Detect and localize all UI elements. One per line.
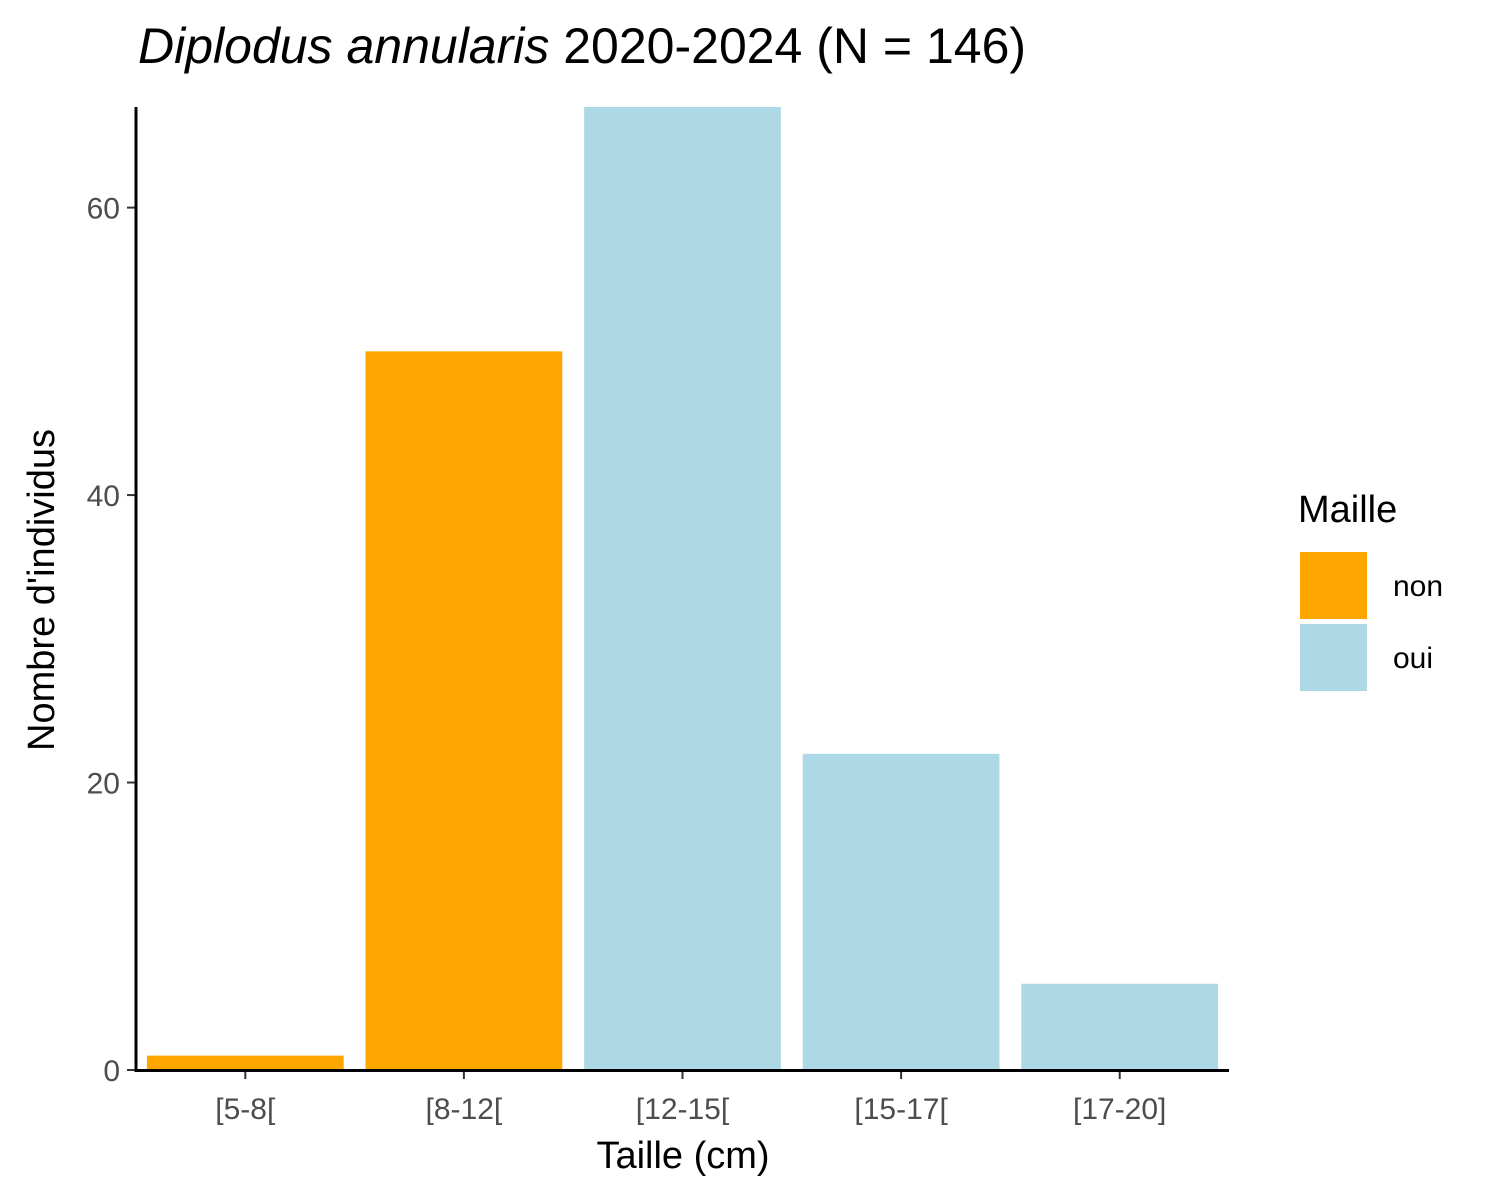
y-tick-label: 20 — [87, 768, 120, 801]
legend-title: Maille — [1298, 489, 1397, 531]
chart-title: Diplodus annularis 2020-2024 (N = 146) — [138, 18, 1026, 74]
legend-items: non oui — [1300, 552, 1443, 691]
bar-[5-8[ — [146, 1055, 344, 1070]
y-tick-label: 0 — [103, 1055, 120, 1088]
x-tick-label: [8-12[ — [426, 1093, 503, 1126]
x-axis-title: Taille (cm) — [596, 1135, 769, 1177]
y-axis-ticks: 0 20 40 60 — [87, 193, 136, 1088]
y-tick-label: 40 — [87, 480, 120, 513]
legend: Maille non oui — [1298, 489, 1443, 691]
chart-title-species: Diplodus annularis — [138, 18, 549, 74]
x-tick-label: [12-15[ — [636, 1093, 730, 1126]
chart-title-period: 2020-2024 (N = 146) — [549, 18, 1026, 74]
bar-[8-12[ — [365, 351, 563, 1071]
legend-key-non — [1300, 552, 1367, 619]
bar-[12-15[ — [584, 107, 781, 1070]
x-axis-ticks: [5-8[ [8-12[ [12-15[ [15-17[ [17-20] — [215, 1070, 1166, 1126]
legend-key-oui — [1300, 624, 1367, 691]
legend-label-oui: oui — [1393, 642, 1433, 675]
bar-[17-20] — [1021, 983, 1219, 1070]
y-axis-title: Nombre d'individus — [21, 429, 63, 751]
y-tick-label: 60 — [87, 193, 120, 226]
x-tick-label: [15-17[ — [854, 1093, 948, 1126]
legend-label-non: non — [1393, 570, 1443, 603]
bar-[15-17[ — [802, 753, 1000, 1070]
x-tick-label: [17-20] — [1073, 1093, 1166, 1126]
bars-group — [146, 107, 1219, 1071]
x-tick-label: [5-8[ — [215, 1093, 276, 1126]
